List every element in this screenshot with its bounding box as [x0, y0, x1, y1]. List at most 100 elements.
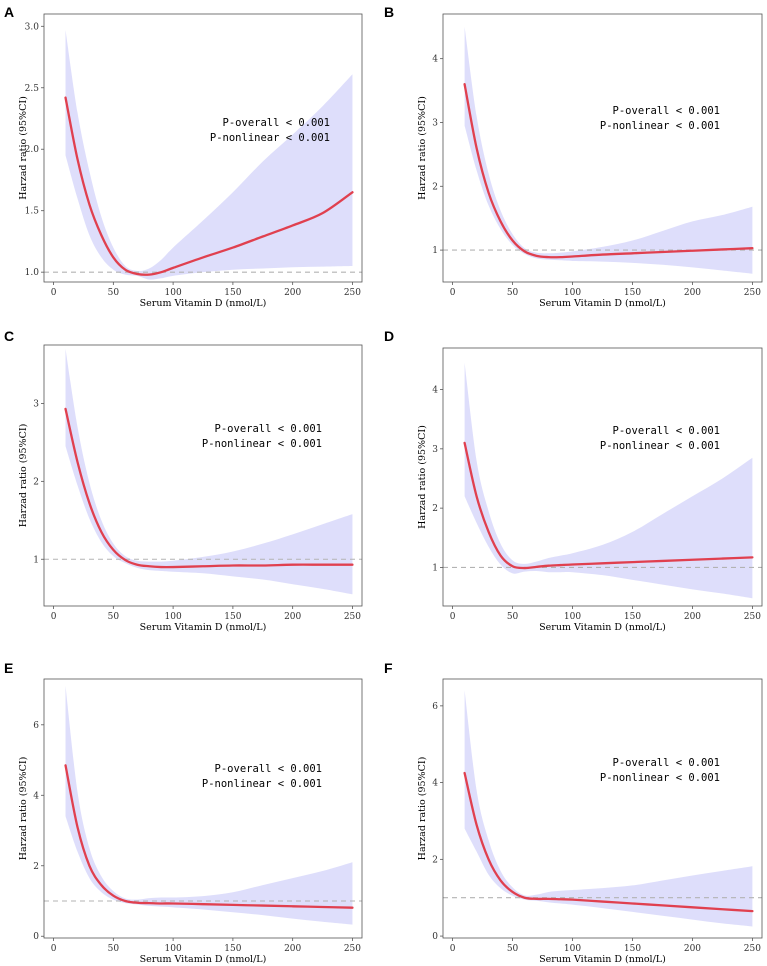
confidence-band-e [65, 686, 353, 925]
x-tick-label-e: 150 [224, 944, 241, 954]
p-overall-annotation-d: P-overall < 0.001 [613, 425, 720, 437]
x-tick-label-c: 150 [224, 612, 241, 622]
confidence-band-c [65, 348, 353, 595]
y-tick-label-a: 1.0 [25, 268, 40, 278]
x-tick-label-f: 200 [684, 944, 701, 954]
x-axis-title-f: Serum Vitamin D (nmol/L) [539, 954, 666, 965]
panel-f: F 0 50 100 150 200 250 0 2 4 6 Serum Vitamin D (nmo… [384, 660, 763, 965]
y-tick-label-e: 2 [33, 862, 39, 872]
y-tick-label-a: 2.5 [25, 84, 40, 94]
x-tick-label-b: 150 [624, 288, 641, 298]
plot-frame-e [43, 678, 363, 939]
x-axis-title-b: Serum Vitamin D (nmol/L) [539, 298, 666, 309]
plot-frame-b [442, 13, 763, 283]
x-tick-label-b: 100 [564, 288, 581, 298]
x-tick-label-c: 250 [344, 612, 361, 622]
x-tick-label-a: 100 [165, 288, 182, 298]
x-tick-label-b: 0 [450, 288, 456, 298]
y-tick-label-f: 0 [432, 932, 438, 942]
x-tick-label-c: 50 [108, 612, 120, 622]
y-tick-label-f: 2 [432, 855, 438, 865]
hazard-ratio-curve-e [64, 764, 354, 909]
panel-letter-c: C [4, 328, 14, 344]
x-tick-label-f: 100 [564, 944, 581, 954]
y-tick-label-f: 6 [432, 702, 438, 712]
hazard-ratio-curve-d [463, 441, 754, 570]
x-tick-label-e: 50 [108, 944, 120, 954]
x-tick-label-d: 100 [564, 612, 581, 622]
y-tick-label-c: 1 [33, 555, 39, 565]
y-tick-label-d: 3 [432, 445, 438, 455]
panel-letter-d: D [384, 328, 394, 344]
y-tick-label-d: 4 [432, 386, 438, 396]
hazard-ratio-curve-b [463, 83, 754, 259]
x-tick-label-d: 50 [507, 612, 519, 622]
panel-letter-b: B [384, 4, 394, 20]
confidence-band-d [464, 362, 753, 599]
x-tick-label-d: 0 [450, 612, 456, 622]
y-tick-label-d: 1 [432, 563, 438, 573]
x-tick-label-f: 150 [624, 944, 641, 954]
x-tick-label-b: 50 [507, 288, 519, 298]
p-overall-annotation-a: P-overall < 0.001 [223, 117, 330, 129]
panel-c: C 0 50 100 150 200 250 1 2 3 Serum Vitamin D (nmol… [4, 328, 363, 633]
p-nonlinear-annotation-b: P-nonlinear < 0.001 [600, 120, 720, 132]
x-tick-label-f: 250 [744, 944, 761, 954]
y-tick-label-c: 3 [33, 399, 39, 409]
y-tick-label-b: 1 [432, 246, 438, 256]
hazard-ratio-curve-a [64, 96, 354, 276]
panel-a: A 0 50 100 150 200 250 1.0 1.5 2.0 2.5 3.0 Serum Vit… [4, 4, 363, 309]
p-nonlinear-annotation-d: P-nonlinear < 0.001 [600, 440, 720, 452]
y-tick-label-a: 3.0 [25, 22, 40, 32]
p-overall-annotation-f: P-overall < 0.001 [613, 757, 720, 769]
p-overall-annotation-e: P-overall < 0.001 [215, 763, 322, 775]
x-tick-label-d: 200 [684, 612, 701, 622]
y-axis-title-b: Harzad ratio (95%CI) [417, 96, 428, 200]
y-tick-label-e: 6 [33, 721, 39, 731]
confidence-band-a [65, 29, 353, 280]
x-tick-label-a: 150 [224, 288, 241, 298]
x-axis-title-c: Serum Vitamin D (nmol/L) [140, 622, 267, 633]
p-overall-annotation-b: P-overall < 0.001 [613, 105, 720, 117]
panel-letter-f: F [384, 660, 393, 676]
panel-b: B 0 50 100 150 200 250 1 2 3 4 Serum Vitamin D (nmo… [384, 4, 763, 309]
p-nonlinear-annotation-e: P-nonlinear < 0.001 [202, 778, 322, 790]
p-nonlinear-annotation-f: P-nonlinear < 0.001 [600, 772, 720, 784]
x-tick-label-c: 0 [51, 612, 57, 622]
y-tick-label-c: 2 [33, 477, 39, 487]
y-tick-label-b: 3 [432, 118, 438, 128]
y-tick-label-f: 4 [432, 779, 438, 789]
x-tick-label-b: 200 [684, 288, 701, 298]
y-tick-label-a: 1.5 [25, 207, 40, 217]
x-tick-label-c: 200 [284, 612, 301, 622]
plot-frame-f [442, 678, 763, 939]
plot-frame-a [43, 13, 363, 283]
y-tick-label-e: 0 [33, 932, 39, 942]
panel-letter-a: A [4, 4, 14, 20]
confidence-band-f [464, 690, 753, 927]
hazard-ratio-curve-c [64, 407, 354, 569]
x-tick-label-e: 0 [51, 944, 57, 954]
x-tick-label-e: 200 [284, 944, 301, 954]
x-axis-title-a: Serum Vitamin D (nmol/L) [140, 298, 267, 309]
y-axis-title-d: Harzad ratio (95%CI) [417, 425, 428, 529]
panel-d: D 0 50 100 150 200 250 1 2 3 4 Serum Vitamin D (nmo… [384, 328, 763, 633]
x-tick-label-a: 50 [108, 288, 120, 298]
panel-e: E 0 50 100 150 200 250 0 2 4 6 Serum Vitamin D (nmo… [4, 660, 363, 965]
x-tick-label-f: 50 [507, 944, 519, 954]
y-axis-title-f: Harzad ratio (95%CI) [417, 757, 428, 861]
x-tick-label-a: 200 [284, 288, 301, 298]
panel-letter-e: E [4, 660, 13, 676]
y-tick-label-e: 4 [33, 791, 39, 801]
p-nonlinear-annotation-a: P-nonlinear < 0.001 [210, 132, 330, 144]
y-tick-label-a: 2.0 [25, 145, 40, 155]
y-axis-title-e: Harzad ratio (95%CI) [18, 757, 29, 861]
x-tick-label-a: 250 [344, 288, 361, 298]
x-tick-label-d: 150 [624, 612, 641, 622]
confidence-band-b [464, 26, 753, 274]
x-axis-title-d: Serum Vitamin D (nmol/L) [539, 622, 666, 633]
x-axis-title-e: Serum Vitamin D (nmol/L) [140, 954, 267, 965]
y-tick-label-b: 4 [432, 55, 438, 65]
y-tick-label-b: 2 [432, 182, 438, 192]
